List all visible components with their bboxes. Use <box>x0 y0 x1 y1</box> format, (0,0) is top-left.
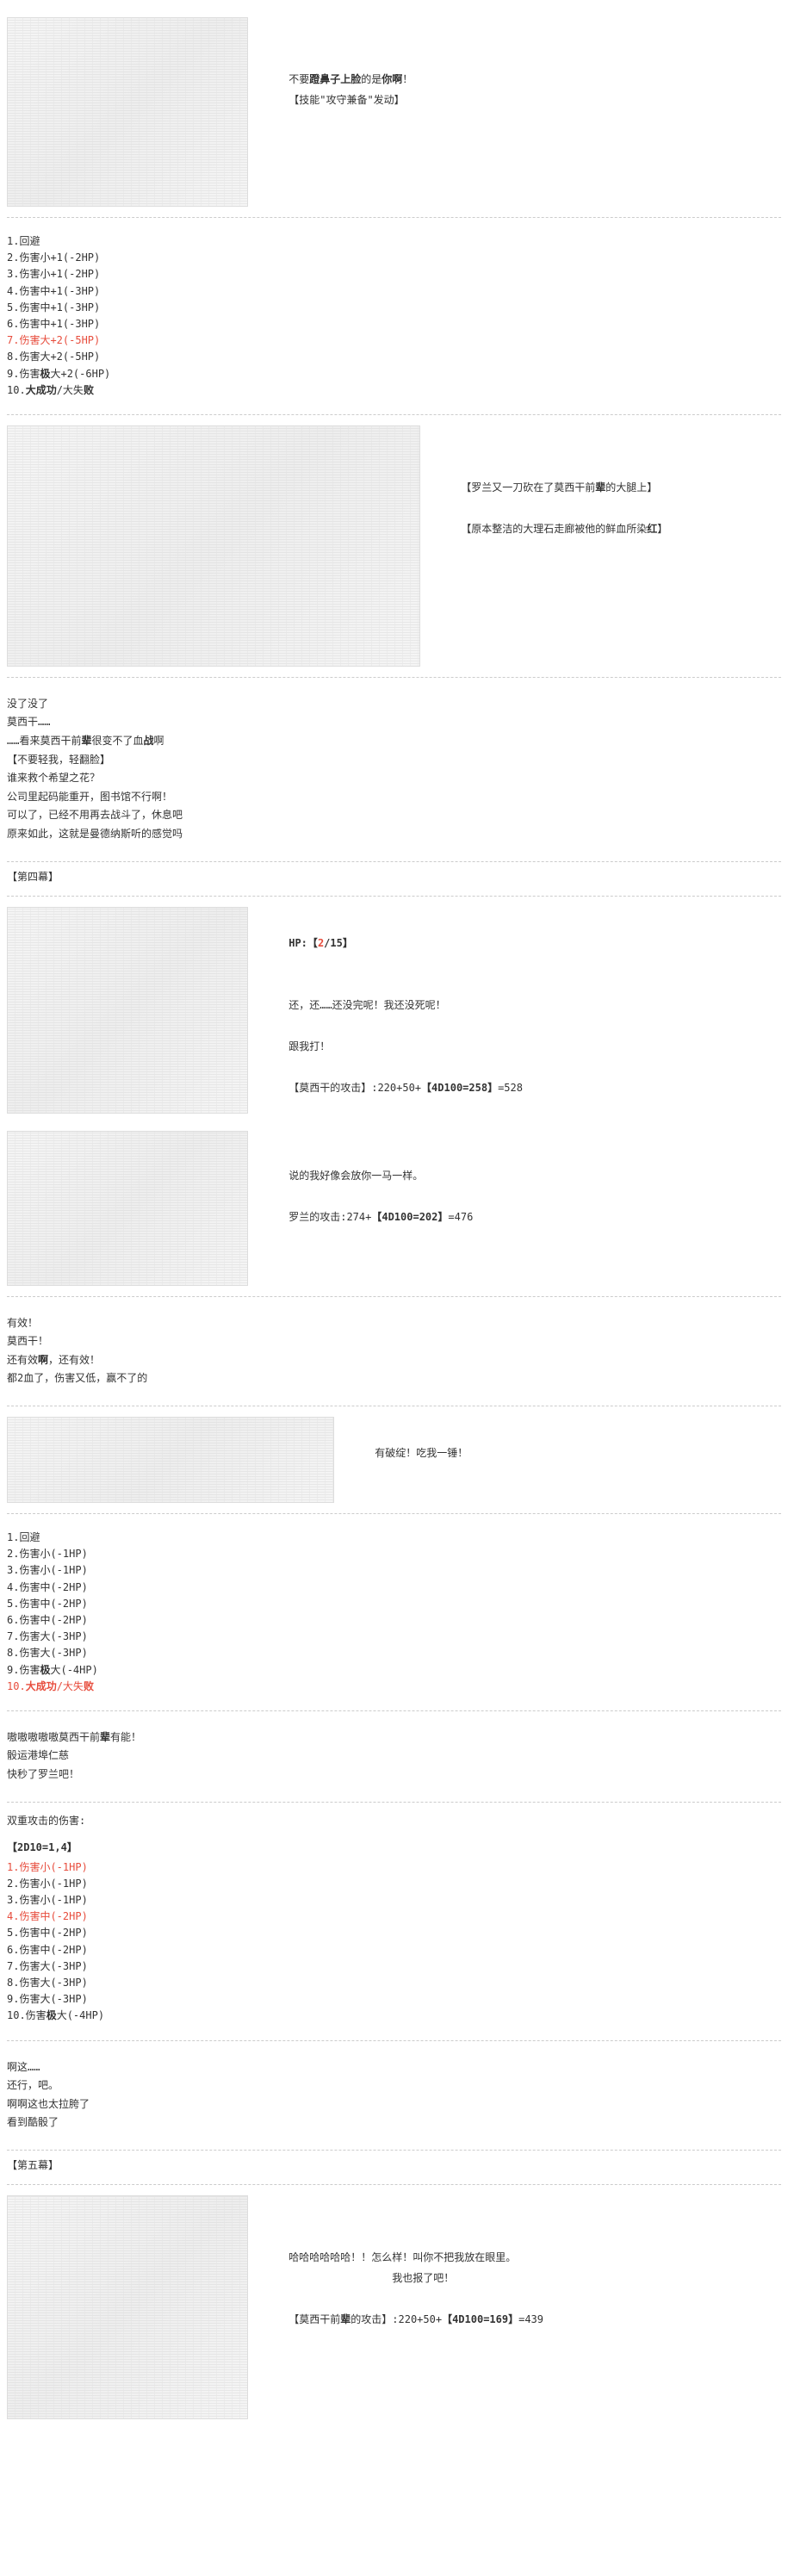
line: 莫西干！ <box>7 1332 781 1351</box>
dialog-1: 不要蹬鼻子上脸的是你啊！ 【技能"攻守兼备"发动】 <box>289 69 413 110</box>
roll-item: 3.伤害小(-1HP) <box>7 1562 781 1579</box>
line: 不要蹬鼻子上脸的是你啊！ <box>289 69 413 90</box>
roll-item: 10.伤害极大(-4HP) <box>7 2008 781 2024</box>
section-2: 【罗兰又一刀砍在了莫西干前辈的大腿上】 【原本整洁的大理石走廊被他的鲜血所染红】 <box>7 415 781 678</box>
line: 都2血了，伤害又低，赢不了的 <box>7 1369 781 1388</box>
narration: 【罗兰又一刀砍在了莫西干前辈的大腿上】 【原本整洁的大理石走廊被他的鲜血所染红】 <box>461 477 667 539</box>
line: 【技能"攻守兼备"发动】 <box>289 90 413 110</box>
line: 我也报了吧！ <box>392 2268 543 2288</box>
line: 没了没了 <box>7 695 781 714</box>
dialog: 有破绽！吃我一锤！ <box>375 1443 468 1463</box>
dmg-section: 双重攻击的伤害: 【2D10=1,4】 1.伤害小(-1HP)2.伤害小(-1H… <box>7 1803 781 2041</box>
line: 嗷嗷嗷嗷嗷莫西干前辈有能！ <box>7 1729 781 1747</box>
line: 还行，吧。 <box>7 2076 781 2095</box>
ascii-art <box>7 1417 334 1503</box>
roll-item: 5.伤害中(-2HP) <box>7 1596 781 1612</box>
roll-item: 6.伤害中+1(-3HP) <box>7 316 781 332</box>
rolls-1: 1.回避2.伤害小+1(-2HP)3.伤害小+1(-2HP)4.伤害中+1(-3… <box>7 218 781 415</box>
dialog-block-2: 有效！ 莫西干！ 还有效啊，还有效！ 都2血了，伤害又低，赢不了的 <box>7 1297 781 1406</box>
roll-item: 3.伤害小(-1HP) <box>7 1892 781 1909</box>
line: 跟我打！ <box>289 1036 523 1057</box>
line: 莫西干…… <box>7 713 781 732</box>
roll-item: 9.伤害极大(-4HP) <box>7 1662 781 1679</box>
line: 【原本整洁的大理石走廊被他的鲜血所染红】 <box>461 518 667 539</box>
line: 公司里起码能重开，图书馆不行啊！ <box>7 788 781 807</box>
section-3: HP:【2/15】 还，还……还没完呢！我还没死呢！ 跟我打！ 【莫西干的攻击】… <box>7 897 781 1297</box>
roll-item: 10.大成功/大失败 <box>7 1679 781 1695</box>
roll-item: 8.伤害大(-3HP) <box>7 1645 781 1661</box>
roll-item: 2.伤害小(-1HP) <box>7 1876 781 1892</box>
dialog: 哈哈哈哈哈哈！！怎么样！叫你不把我放在眼里。 我也报了吧！ 【莫西干前辈的攻击】… <box>289 2247 543 2330</box>
section-4: 有破绽！吃我一锤！ <box>7 1406 781 1514</box>
roll-item: 6.伤害中(-2HP) <box>7 1942 781 1958</box>
line: 骰运港埠仁慈 <box>7 1747 781 1766</box>
dmg-roll: 【2D10=1,4】 <box>7 1840 781 1854</box>
line: 啊啊这也太拉胯了 <box>7 2095 781 2114</box>
roll-list: 1.伤害小(-1HP)2.伤害小(-1HP)3.伤害小(-1HP)4.伤害中(-… <box>7 1854 781 2030</box>
line: 可以了，已经不用再去战斗了，休息吧 <box>7 806 781 825</box>
line: 【罗兰又一刀砍在了莫西干前辈的大腿上】 <box>461 477 667 498</box>
hp-dialog: HP:【2/15】 还，还……还没完呢！我还没死呢！ 跟我打！ 【莫西干的攻击】… <box>289 933 523 1098</box>
dialog: 说的我好像会放你一马一样。 罗兰的攻击:274+【4D100=202】=476 <box>289 1165 473 1227</box>
line: 【莫西干的攻击】:220+50+【4D100=258】=528 <box>289 1077 523 1098</box>
roll-item: 7.伤害大+2(-5HP) <box>7 332 781 349</box>
roll-item: 9.伤害大(-3HP) <box>7 1991 781 2008</box>
line: 哈哈哈哈哈哈！！怎么样！叫你不把我放在眼里。 <box>289 2247 543 2268</box>
roll-item: 5.伤害中(-2HP) <box>7 1925 781 1941</box>
dmg-title: 双重攻击的伤害: <box>7 1813 781 1828</box>
roll-item: 8.伤害大+2(-5HP) <box>7 349 781 365</box>
act-4-label: 【第四幕】 <box>7 862 781 897</box>
roll-item: 4.伤害中+1(-3HP) <box>7 283 781 300</box>
roll-item: 7.伤害大(-3HP) <box>7 1958 781 1975</box>
roll-item: 5.伤害中+1(-3HP) <box>7 300 781 316</box>
section-1: 不要蹬鼻子上脸的是你啊！ 【技能"攻守兼备"发动】 <box>7 7 781 218</box>
line: 谁来救个希望之花？ <box>7 769 781 788</box>
line: 有破绽！吃我一锤！ <box>375 1443 468 1463</box>
ascii-art <box>7 907 248 1114</box>
roll-item: 9.伤害极大+2(-6HP) <box>7 366 781 382</box>
line: 看到酷骰了 <box>7 2114 781 2132</box>
roll-item: 3.伤害小+1(-2HP) <box>7 266 781 282</box>
act-5-label: 【第五幕】 <box>7 2151 781 2185</box>
line: 啊这…… <box>7 2058 781 2077</box>
dialog-block-3: 嗷嗷嗷嗷嗷莫西干前辈有能！ 骰运港埠仁慈 快秒了罗兰吧！ <box>7 1711 781 1803</box>
line: 说的我好像会放你一马一样。 <box>289 1165 473 1186</box>
roll-list: 1.回避2.伤害小+1(-2HP)3.伤害小+1(-2HP)4.伤害中+1(-3… <box>7 228 781 404</box>
roll-item: 1.伤害小(-1HP) <box>7 1859 781 1876</box>
ascii-art-face <box>7 17 248 207</box>
roll-item: 8.伤害大(-3HP) <box>7 1975 781 1991</box>
line: 还有效啊，还有效！ <box>7 1351 781 1370</box>
roll-item: 10.大成功/大失败 <box>7 382 781 399</box>
roll-item: 6.伤害中(-2HP) <box>7 1612 781 1629</box>
line: 【不要轻我，轻翻脸】 <box>7 751 781 770</box>
line: ……看来莫西干前辈很变不了血战啊 <box>7 732 781 751</box>
line: 有效！ <box>7 1314 781 1333</box>
roll-item: 2.伤害小(-1HP) <box>7 1546 781 1562</box>
hp-display: HP:【2/15】 <box>289 933 523 953</box>
roll-item: 1.回避 <box>7 1530 781 1546</box>
ascii-art <box>7 1131 248 1286</box>
roll-item: 4.伤害中(-2HP) <box>7 1909 781 1925</box>
roll-item: 1.回避 <box>7 233 781 250</box>
roll-item: 7.伤害大(-3HP) <box>7 1629 781 1645</box>
line: 快秒了罗兰吧！ <box>7 1766 781 1785</box>
roll-list: 1.回避2.伤害小(-1HP)3.伤害小(-1HP)4.伤害中(-2HP)5.伤… <box>7 1524 781 1700</box>
rolls-2: 1.回避2.伤害小(-1HP)3.伤害小(-1HP)4.伤害中(-2HP)5.伤… <box>7 1514 781 1711</box>
dialog-block-4: 啊这…… 还行，吧。 啊啊这也太拉胯了 看到酷骰了 <box>7 2041 781 2151</box>
line: 原来如此，这就是曼德纳斯听的感觉吗 <box>7 825 781 844</box>
ascii-art <box>7 2195 248 2419</box>
line: 罗兰的攻击:274+【4D100=202】=476 <box>289 1207 473 1227</box>
roll-item: 2.伤害小+1(-2HP) <box>7 250 781 266</box>
section-5: 哈哈哈哈哈哈！！怎么样！叫你不把我放在眼里。 我也报了吧！ 【莫西干前辈的攻击】… <box>7 2185 781 2430</box>
dialog-block-1: 没了没了 莫西干…… ……看来莫西干前辈很变不了血战啊 【不要轻我，轻翻脸】 谁… <box>7 678 781 862</box>
line: 【莫西干前辈的攻击】:220+50+【4D100=169】=439 <box>289 2309 543 2330</box>
ascii-art-wide <box>7 425 420 667</box>
roll-item: 4.伤害中(-2HP) <box>7 1580 781 1596</box>
line: 还，还……还没完呢！我还没死呢！ <box>289 995 523 1015</box>
